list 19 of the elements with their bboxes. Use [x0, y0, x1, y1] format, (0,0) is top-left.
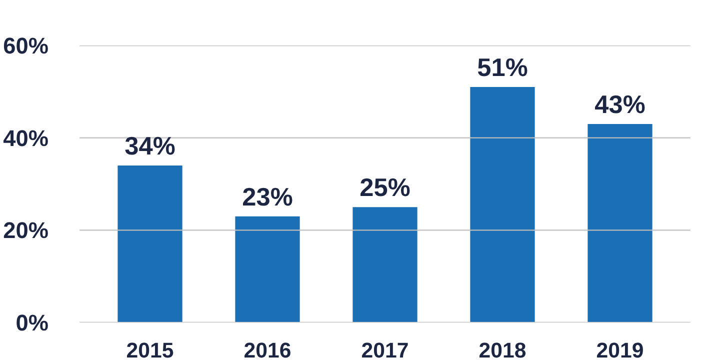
data-label: 23% [242, 183, 293, 212]
bar [352, 207, 418, 322]
bar [118, 166, 182, 322]
data-label: 25% [360, 174, 410, 202]
y-tick-label: 20% [3, 217, 49, 244]
bar [470, 87, 535, 322]
x-tick-label: 2017 [361, 338, 409, 360]
x-tick-label: 2019 [596, 338, 644, 360]
data-label: 34% [124, 132, 176, 161]
x-tick-label: 2016 [244, 338, 292, 360]
y-tick-label: 0% [16, 310, 49, 336]
data-label: 51% [477, 54, 528, 82]
x-tick-label: 2015 [126, 338, 174, 360]
y-tick-label: 60% [3, 32, 49, 58]
y-tick-label: 40% [3, 124, 49, 151]
bar [588, 124, 652, 322]
data-label: 43% [594, 90, 646, 119]
x-tick-label: 2018 [478, 338, 526, 360]
bar [235, 216, 300, 322]
